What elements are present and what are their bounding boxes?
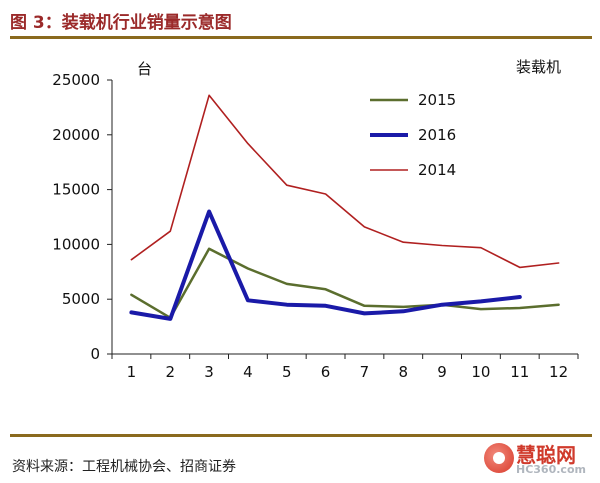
series-line-2015 — [130, 247, 560, 320]
x-axis-ticks: 1 2 3 4 5 6 7 8 9 10 11 12 — [111, 354, 579, 381]
x-tick-label: 1 — [127, 363, 137, 381]
watermark-subtext: HC360.com — [516, 463, 586, 476]
series-line-2016 — [129, 209, 522, 321]
watermark-logo: 慧聪网 HC360.com — [482, 437, 594, 479]
legend: 2015 2016 2014 — [370, 91, 456, 179]
y-tick-label: 10000 — [52, 235, 100, 253]
x-tick-label: 4 — [243, 363, 253, 381]
x-tick-label: 8 — [398, 363, 408, 381]
chart-annotation: 装载机 — [516, 58, 561, 76]
legend-label: 2014 — [418, 161, 456, 179]
x-tick-label: 10 — [471, 363, 490, 381]
y-axis-ticks: 0 5000 10000 15000 20000 25000 — [52, 71, 112, 363]
legend-label: 2015 — [418, 91, 456, 109]
series-lines — [129, 94, 560, 321]
watermark-text: 慧聪网 — [516, 443, 576, 467]
y-axis-label: 台 — [137, 60, 152, 78]
y-tick-label: 5000 — [62, 290, 100, 308]
x-tick-label: 2 — [165, 363, 175, 381]
x-tick-label: 6 — [321, 363, 331, 381]
x-tick-label: 5 — [282, 363, 292, 381]
page-title: 图 3：装载机行业销量示意图 — [10, 13, 232, 33]
y-tick-label: 25000 — [52, 71, 100, 89]
x-tick-label: 11 — [510, 363, 529, 381]
watermark-icon — [484, 443, 514, 473]
chart-axes — [111, 80, 578, 355]
legend-label: 2016 — [418, 126, 456, 144]
y-tick-label: 20000 — [52, 126, 100, 144]
x-tick-label: 9 — [437, 363, 447, 381]
y-tick-label: 15000 — [52, 181, 100, 199]
source-note: 资料来源：工程机械协会、招商证券 — [12, 459, 236, 475]
header-rule — [10, 36, 592, 39]
y-tick-label: 0 — [90, 345, 100, 363]
x-tick-label: 3 — [204, 363, 214, 381]
x-tick-label: 7 — [360, 363, 370, 381]
footer-rule — [10, 434, 592, 437]
x-tick-label: 12 — [549, 363, 568, 381]
series-line-2014 — [130, 94, 560, 269]
